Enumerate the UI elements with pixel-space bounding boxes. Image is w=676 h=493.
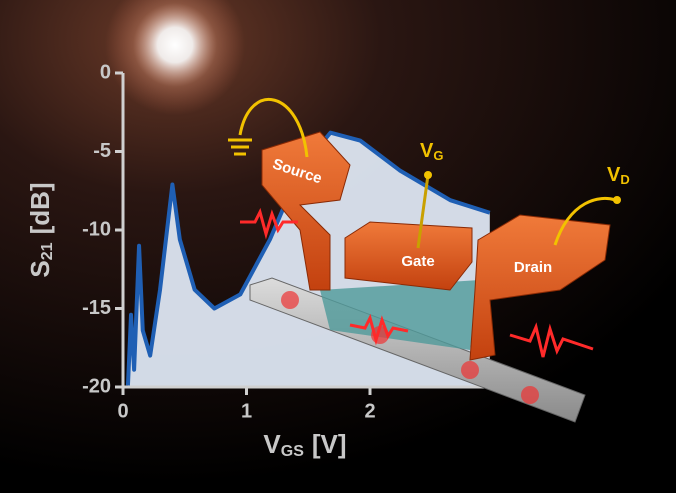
vg-label: VG — [420, 140, 443, 163]
gate-contact — [344, 221, 473, 291]
electron — [521, 386, 539, 404]
channel — [320, 280, 480, 350]
x-axis-label: VGS [V] — [263, 429, 346, 460]
x-label-main: V — [263, 429, 281, 459]
drain-terminal — [613, 196, 621, 204]
rf-channel — [349, 313, 409, 346]
gate-terminal — [424, 171, 432, 179]
y-tick-label: -5 — [93, 140, 111, 162]
y-tick-label: 0 — [100, 61, 111, 83]
rf-output — [509, 322, 594, 358]
drain-contact — [469, 214, 611, 361]
ground — [228, 138, 252, 156]
gate-label: Gate — [401, 253, 434, 270]
y-label-unit: [dB] — [25, 182, 55, 234]
y-label-sub: 21 — [39, 242, 56, 260]
y-tick-label: -10 — [82, 218, 111, 240]
rf-input — [240, 207, 298, 240]
electron — [461, 361, 479, 379]
y-tick-label: -20 — [82, 375, 111, 397]
gate-wire — [416, 174, 430, 249]
light-flare — [105, 0, 245, 115]
y-label-main: S — [25, 260, 55, 277]
source-contact — [261, 131, 351, 291]
y-tick-label: -15 — [82, 297, 111, 319]
electron — [281, 291, 299, 309]
vd-label: VD — [607, 164, 630, 187]
drain-label: Drain — [514, 259, 552, 276]
x-label-sub: GS — [281, 443, 304, 460]
device: Source Gate Drain VG VD — [228, 97, 630, 423]
line — [125, 130, 491, 386]
source-wire — [238, 97, 309, 158]
vg-main: V — [420, 140, 434, 162]
x-tick-label: 2 — [364, 400, 375, 422]
vd-main: V — [607, 164, 621, 186]
x-tick-label: 0 — [117, 400, 128, 422]
drain-wire — [553, 196, 616, 246]
vd-sub: D — [620, 172, 629, 187]
vg-sub: G — [433, 148, 443, 163]
x-tick-label: 1 — [241, 400, 252, 422]
y-axis-label: S21 [dB] — [25, 182, 56, 277]
x-label-unit: [V] — [312, 429, 347, 459]
